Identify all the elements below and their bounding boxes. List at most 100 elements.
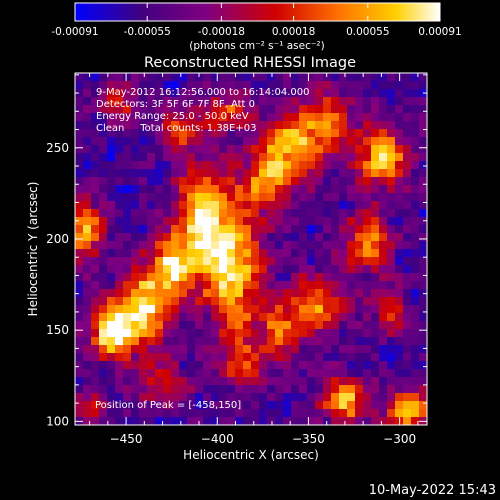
heatmap-cell: [179, 81, 188, 90]
heatmap-cell: [235, 417, 244, 426]
heatmap-cell: [171, 385, 180, 394]
heatmap-cell: [131, 233, 140, 242]
heatmap-cell: [179, 361, 188, 370]
heatmap-cell: [131, 385, 140, 394]
heatmap-cell: [107, 217, 116, 226]
heatmap-cell: [211, 313, 220, 322]
heatmap-cell: [155, 89, 164, 98]
heatmap-cell: [315, 321, 324, 330]
heatmap-cell: [99, 241, 108, 250]
heatmap-cell: [131, 377, 140, 386]
heatmap-cell: [91, 169, 100, 178]
heatmap-cell: [379, 297, 388, 306]
y-tick-label: 250: [46, 141, 69, 155]
heatmap-cell: [419, 369, 428, 378]
heatmap-cell: [323, 321, 332, 330]
heatmap-cell: [75, 233, 84, 242]
heatmap-cell: [419, 225, 428, 234]
heatmap-cell: [155, 193, 164, 202]
heatmap-cell: [355, 265, 364, 274]
heatmap-cell: [91, 281, 100, 290]
heatmap-cell: [347, 241, 356, 250]
heatmap-cell: [411, 73, 420, 82]
heatmap-cell: [259, 169, 268, 178]
chart-title: Reconstructed RHESSI Image: [144, 55, 356, 71]
heatmap-cell: [235, 353, 244, 362]
heatmap-cell: [139, 177, 148, 186]
heatmap-cell: [315, 257, 324, 266]
heatmap-cell: [155, 105, 164, 114]
heatmap-cell: [211, 385, 220, 394]
heatmap-cell: [307, 233, 316, 242]
heatmap-cell: [339, 113, 348, 122]
heatmap-cell: [363, 369, 372, 378]
heatmap-cell: [275, 89, 284, 98]
heatmap-cell: [395, 169, 404, 178]
heatmap-cell: [291, 353, 300, 362]
heatmap-cell: [347, 81, 356, 90]
heatmap-cell: [339, 369, 348, 378]
heatmap-cell: [251, 209, 260, 218]
heatmap-cell: [387, 185, 396, 194]
heatmap-cell: [235, 193, 244, 202]
heatmap-cell: [395, 137, 404, 146]
heatmap-cell: [315, 169, 324, 178]
heatmap-cell: [219, 121, 228, 130]
heatmap-cell: [339, 121, 348, 130]
heatmap-cell: [115, 113, 124, 122]
heatmap-cell: [363, 233, 372, 242]
heatmap-cell: [147, 233, 156, 242]
heatmap-cell: [187, 201, 196, 210]
heatmap-cell: [179, 201, 188, 210]
heatmap-cell: [387, 201, 396, 210]
heatmap-cell: [147, 137, 156, 146]
heatmap-cell: [107, 249, 116, 258]
heatmap-cell: [411, 201, 420, 210]
heatmap-cell: [259, 265, 268, 274]
heatmap-cell: [251, 249, 260, 258]
heatmap-cell: [75, 225, 84, 234]
heatmap-cell: [211, 377, 220, 386]
heatmap-cell: [163, 329, 172, 338]
heatmap-cell: [403, 73, 412, 82]
heatmap-cell: [139, 97, 148, 106]
heatmap-cell: [227, 73, 236, 82]
heatmap-cell: [275, 169, 284, 178]
heatmap-cell: [243, 281, 252, 290]
heatmap-cell: [315, 273, 324, 282]
heatmap-cell: [91, 313, 100, 322]
heatmap-cell: [347, 353, 356, 362]
heatmap-cell: [371, 129, 380, 138]
heatmap-cell: [195, 377, 204, 386]
heatmap-cell: [83, 289, 92, 298]
heatmap-cell: [155, 289, 164, 298]
heatmap-cell: [163, 257, 172, 266]
heatmap-cell: [75, 305, 84, 314]
heatmap-cell: [203, 273, 212, 282]
heatmap-cell: [291, 177, 300, 186]
heatmap-cell: [323, 153, 332, 162]
heatmap-cell: [379, 81, 388, 90]
heatmap-cell: [235, 313, 244, 322]
heatmap-cell: [339, 193, 348, 202]
heatmap-cell: [243, 377, 252, 386]
heatmap-cell: [371, 393, 380, 402]
heatmap-cell: [363, 361, 372, 370]
heatmap-cell: [211, 209, 220, 218]
heatmap-cell: [187, 265, 196, 274]
heatmap-cell: [347, 345, 356, 354]
heatmap-cell: [331, 417, 340, 426]
heatmap-cell: [363, 409, 372, 418]
heatmap-cell: [275, 257, 284, 266]
heatmap-cell: [75, 161, 84, 170]
heatmap-cell: [211, 121, 220, 130]
heatmap-cell: [211, 89, 220, 98]
heatmap-cell: [107, 89, 116, 98]
heatmap-cell: [147, 385, 156, 394]
heatmap-cell: [315, 153, 324, 162]
colorbar-tick-label: -0.00091: [51, 26, 98, 38]
heatmap-cell: [315, 361, 324, 370]
heatmap-cell: [347, 377, 356, 386]
heatmap-cell: [259, 257, 268, 266]
heatmap-cell: [347, 153, 356, 162]
